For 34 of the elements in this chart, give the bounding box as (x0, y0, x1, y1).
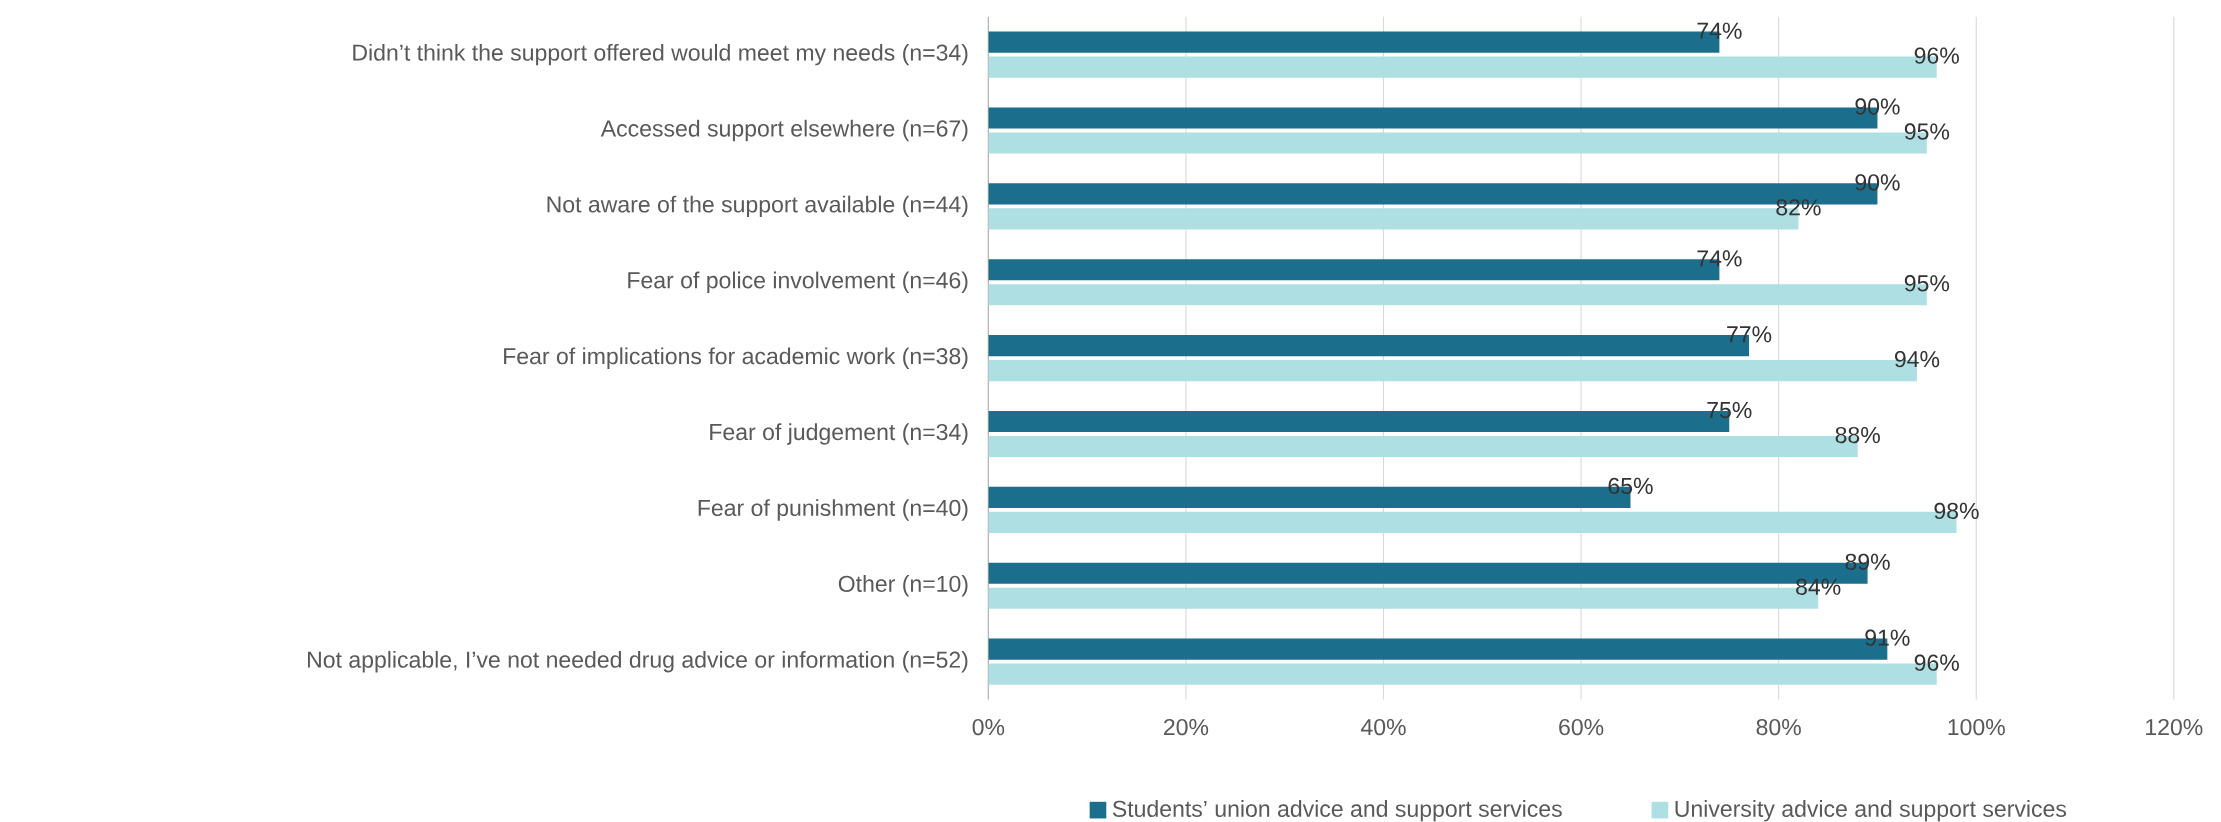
data-label: 74% (1697, 250, 1742, 267)
data-label: 89% (1845, 553, 1890, 571)
data-label: 96% (1914, 47, 1959, 64)
y-tick-label: Fear of judgement (n=34) (710, 423, 968, 445)
data-label: 98% (1934, 502, 1979, 520)
x-tick-label: 60% (1559, 719, 1604, 736)
legend-label: University advice and support services (1675, 800, 2067, 822)
data-label: 75% (1707, 402, 1752, 419)
data-label: 96% (1914, 654, 1959, 671)
data-label: 90% (1855, 174, 1900, 191)
y-tick-label: Fear of punishment (n=40) (698, 499, 968, 521)
y-tick-label: Fear of implications for academic work (n=38) (504, 347, 968, 369)
y-tick-label: Didn’t think the support offered would meet my needs (n=34) (353, 44, 968, 66)
data-label: 91% (1865, 629, 1910, 646)
data-label: 74% (1697, 22, 1742, 39)
legend-label: Students’ union advice and support services (1112, 800, 1562, 822)
data-label: 88% (1835, 427, 1880, 444)
y-tick-label: Fear of police involvement (n=46) (628, 271, 968, 294)
y-tick-label: Not applicable, I’ve not needed drug advice or information (n=52) (307, 651, 968, 673)
x-tick-label: 80% (1756, 719, 1801, 736)
y-tick-label: Other (n=10) (838, 575, 968, 597)
x-tick-label: 120% (2146, 719, 2203, 736)
data-label: 90% (1855, 98, 1900, 115)
y-tick-label: Accessed support elsewhere (n=67) (600, 119, 968, 142)
y-tick-label: Not aware of the support available (n=44) (547, 195, 968, 218)
data-label: 94% (1894, 351, 1940, 368)
x-tick-label: 40% (1360, 719, 1406, 736)
data-label: 77% (1727, 326, 1772, 343)
x-tick-label: 0% (972, 719, 1005, 736)
data-label: 65% (1608, 477, 1653, 495)
data-label: 95% (1904, 123, 1950, 140)
data-label: 95% (1904, 275, 1950, 292)
x-tick-label: 20% (1164, 719, 1209, 736)
x-tick-label: 100% (1948, 719, 2005, 736)
